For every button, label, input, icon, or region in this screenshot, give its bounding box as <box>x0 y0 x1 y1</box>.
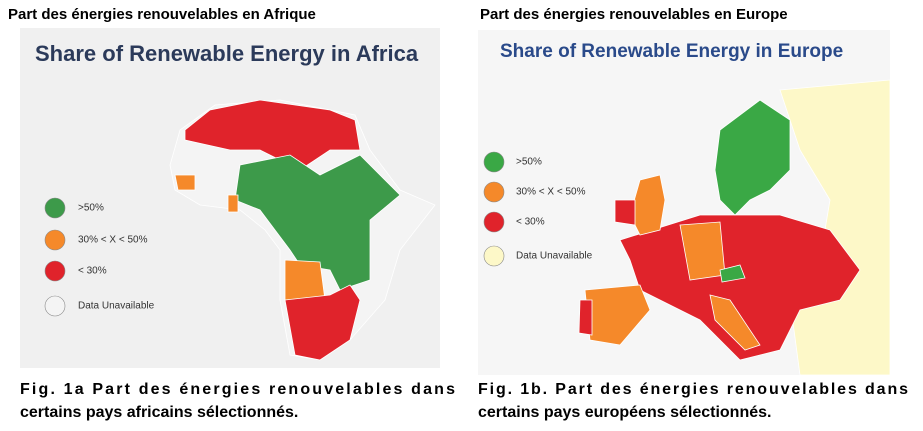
heading: Part des énergies renouvelables en Europ… <box>480 6 788 23</box>
region <box>284 284 361 361</box>
region <box>709 294 761 351</box>
region <box>227 194 239 213</box>
caption: certains pays africains sélectionnés. <box>20 404 298 421</box>
legend-label: Data Unavailable <box>516 251 593 262</box>
legend-label: < 30% <box>516 217 545 228</box>
legend-label: >50% <box>78 203 104 214</box>
heading: Part des énergies renouvelables en Afriq… <box>8 6 316 23</box>
legend-marker <box>483 151 505 173</box>
caption: certains pays européens sélectionnés. <box>478 404 771 421</box>
legend-marker <box>44 295 66 317</box>
region <box>174 174 196 191</box>
caption: Fig. 1b. Part des énergies renouvelables… <box>478 381 908 398</box>
legend-label: >50% <box>516 157 542 168</box>
map-title: Share of Renewable Energy in Africa <box>35 41 419 66</box>
legend-marker <box>44 229 66 251</box>
europe-map <box>578 79 891 376</box>
legend-marker <box>44 260 66 282</box>
africa-map <box>169 99 436 361</box>
legend-label: Data Unavailable <box>78 301 155 312</box>
region <box>284 259 326 301</box>
legend-marker <box>483 211 505 233</box>
region <box>719 264 746 283</box>
region <box>578 299 593 336</box>
legend-marker <box>483 245 505 267</box>
legend-marker <box>483 181 505 203</box>
region <box>714 99 791 216</box>
legend-label: < 30% <box>78 266 107 277</box>
legend-marker <box>44 197 66 219</box>
legend-label: 30% < X < 50% <box>516 187 586 198</box>
caption: Fig. 1a Part des énergies renouvelables … <box>20 381 455 398</box>
region <box>614 199 636 226</box>
map-title: Share of Renewable Energy in Europe <box>500 41 843 62</box>
legend-label: 30% < X < 50% <box>78 235 148 246</box>
region <box>184 99 361 171</box>
